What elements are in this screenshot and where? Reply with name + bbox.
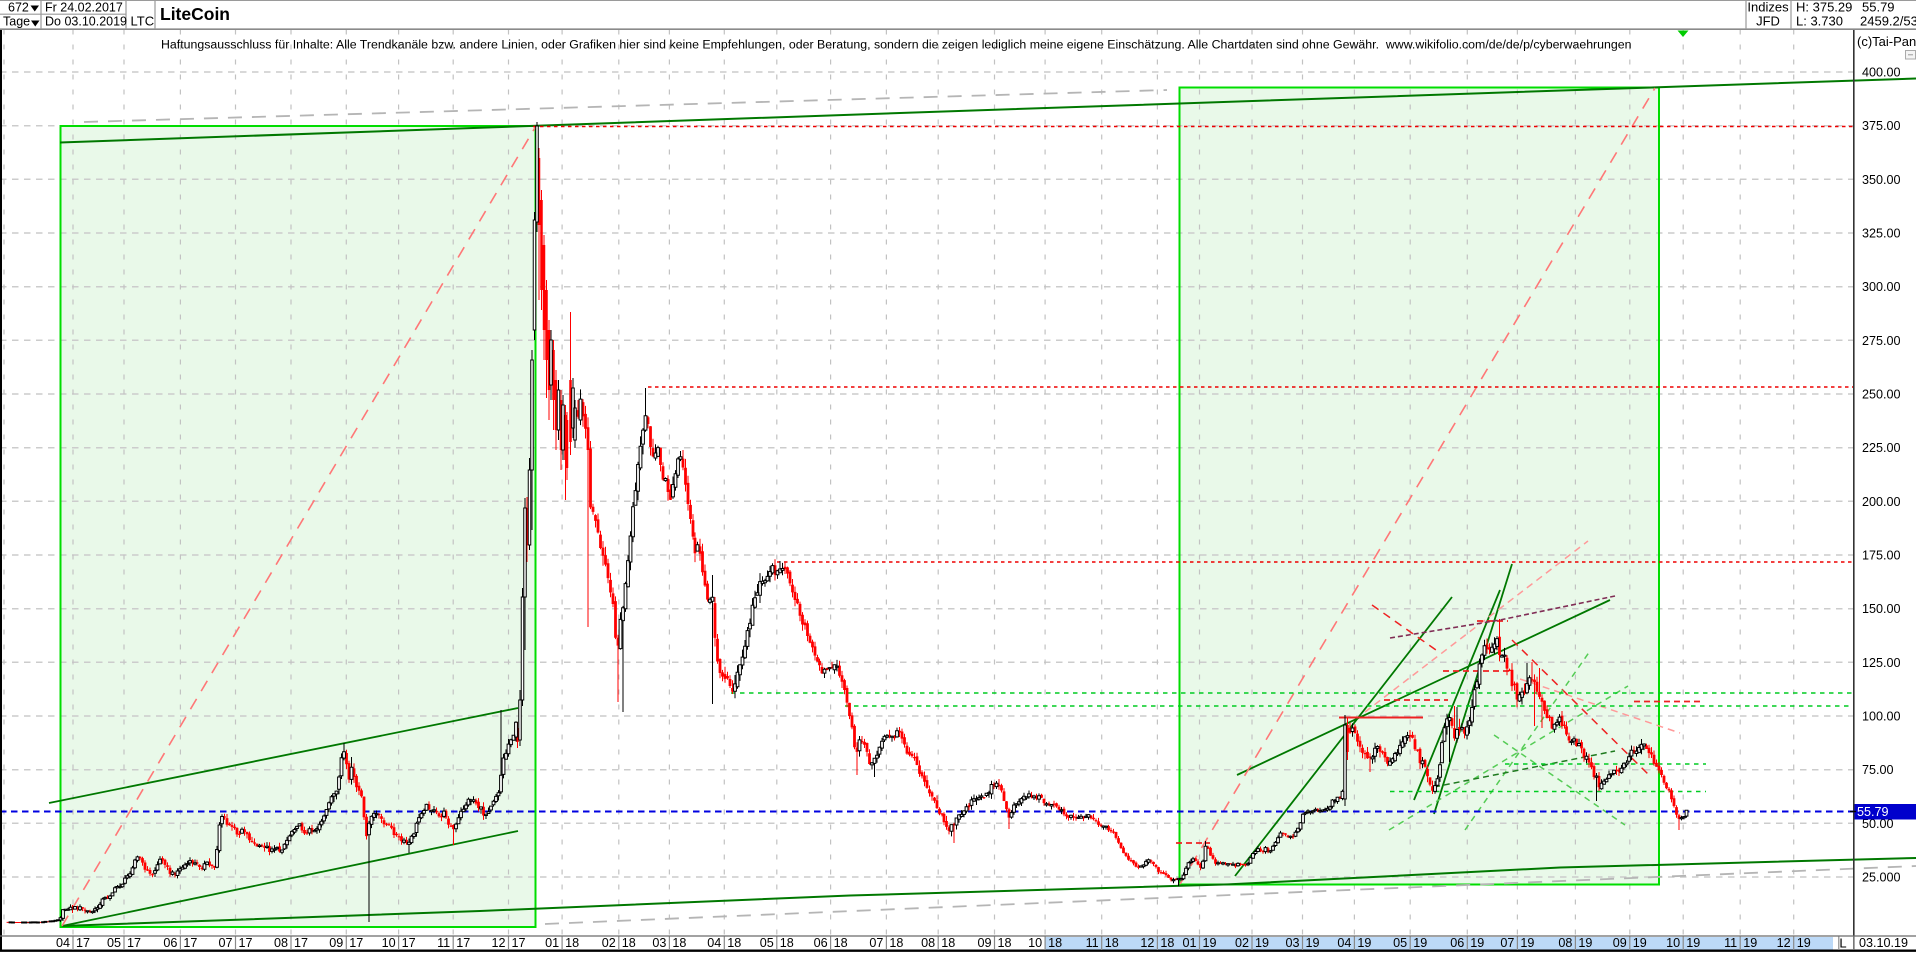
svg-text:01: 01: [1182, 936, 1196, 950]
svg-text:05: 05: [1393, 936, 1407, 950]
svg-text:(c)Tai-Pan: (c)Tai-Pan: [1857, 34, 1916, 49]
svg-text:175.00: 175.00: [1862, 549, 1901, 563]
svg-text:19: 19: [1357, 936, 1371, 950]
svg-text:18: 18: [672, 936, 686, 950]
svg-text:17: 17: [239, 936, 253, 950]
svg-text:Indizes: Indizes: [1747, 0, 1789, 15]
svg-text:09: 09: [1613, 936, 1627, 950]
svg-text:09: 09: [329, 936, 343, 950]
svg-text:18: 18: [727, 936, 741, 950]
svg-text:Haftungsausschluss für Inhalte: Haftungsausschluss für Inhalte: Alle Tre…: [161, 38, 1632, 52]
svg-text:19: 19: [1470, 936, 1484, 950]
svg-text:12: 12: [491, 936, 505, 950]
svg-text:250.00: 250.00: [1862, 388, 1901, 402]
svg-text:05: 05: [107, 936, 121, 950]
svg-text:11: 11: [437, 936, 450, 950]
svg-text:LTC: LTC: [131, 14, 155, 29]
svg-text:275.00: 275.00: [1862, 334, 1901, 348]
svg-text:04: 04: [1337, 936, 1351, 950]
svg-text:10: 10: [1666, 936, 1680, 950]
svg-text:08: 08: [1558, 936, 1572, 950]
svg-text:09: 09: [977, 936, 991, 950]
svg-text:75.00: 75.00: [1862, 763, 1894, 777]
svg-text:Fr 24.02.2017: Fr 24.02.2017: [45, 1, 123, 15]
svg-text:03: 03: [652, 936, 666, 950]
svg-text:18: 18: [1160, 936, 1174, 950]
svg-text:17: 17: [512, 936, 526, 950]
svg-text:17: 17: [76, 936, 90, 950]
svg-text:19: 19: [1520, 936, 1534, 950]
svg-text:150.00: 150.00: [1862, 602, 1901, 616]
svg-text:18: 18: [622, 936, 636, 950]
svg-text:19: 19: [1306, 936, 1320, 950]
svg-text:02: 02: [602, 936, 616, 950]
svg-text:18: 18: [834, 936, 848, 950]
svg-text:125.00: 125.00: [1862, 656, 1901, 670]
svg-text:06: 06: [1450, 936, 1464, 950]
svg-text:17: 17: [349, 936, 363, 950]
svg-text:19: 19: [1686, 936, 1700, 950]
svg-text:17: 17: [127, 936, 141, 950]
svg-text:H: 375.29: H: 375.29: [1796, 0, 1852, 15]
svg-text:19: 19: [1203, 936, 1217, 950]
svg-text:18: 18: [941, 936, 955, 950]
svg-text:19: 19: [1255, 936, 1269, 950]
svg-text:300.00: 300.00: [1862, 280, 1901, 294]
svg-text:01: 01: [545, 936, 559, 950]
svg-text:JFD: JFD: [1756, 14, 1780, 29]
svg-text:02: 02: [1235, 936, 1249, 950]
svg-text:18: 18: [1048, 936, 1062, 950]
svg-text:06: 06: [814, 936, 828, 950]
svg-text:18: 18: [1105, 936, 1119, 950]
svg-text:200.00: 200.00: [1862, 495, 1901, 509]
svg-text:03: 03: [1285, 936, 1299, 950]
svg-text:Do 03.10.2019: Do 03.10.2019: [45, 15, 127, 29]
svg-text:17: 17: [183, 936, 197, 950]
svg-text:07: 07: [218, 936, 232, 950]
svg-text:19: 19: [1797, 936, 1811, 950]
svg-text:25.000: 25.000: [1862, 871, 1901, 885]
svg-text:12: 12: [1777, 936, 1791, 950]
svg-text:04: 04: [56, 936, 70, 950]
svg-text:55.79: 55.79: [1857, 805, 1889, 819]
svg-text:18: 18: [998, 936, 1012, 950]
svg-text:18: 18: [889, 936, 903, 950]
svg-text:100.00: 100.00: [1862, 710, 1901, 724]
svg-text:17: 17: [402, 936, 416, 950]
svg-text:375.00: 375.00: [1862, 119, 1901, 133]
svg-text:19: 19: [1413, 936, 1427, 950]
svg-text:07: 07: [869, 936, 883, 950]
svg-text:08: 08: [274, 936, 288, 950]
svg-text:19: 19: [1633, 936, 1647, 950]
svg-text:07: 07: [1500, 936, 1514, 950]
svg-text:17: 17: [294, 936, 308, 950]
svg-text:04: 04: [707, 936, 721, 950]
svg-text:19: 19: [1578, 936, 1592, 950]
svg-text:L: 3.730: L: 3.730: [1796, 14, 1843, 29]
svg-text:225.00: 225.00: [1862, 441, 1901, 455]
svg-text:L: L: [1839, 936, 1846, 951]
svg-text:03.10.19: 03.10.19: [1859, 936, 1908, 950]
svg-text:10: 10: [1028, 936, 1042, 950]
svg-text:05: 05: [760, 936, 774, 950]
svg-text:350.00: 350.00: [1862, 173, 1901, 187]
svg-text:19: 19: [1743, 936, 1757, 950]
svg-text:400.00: 400.00: [1862, 66, 1901, 80]
svg-text:2459.2/53: 2459.2/53: [1860, 14, 1916, 29]
svg-text:672: 672: [8, 1, 29, 15]
svg-text:12: 12: [1140, 936, 1154, 950]
svg-text:18: 18: [780, 936, 794, 950]
svg-text:LiteCoin: LiteCoin: [160, 4, 230, 24]
svg-text:08: 08: [921, 936, 935, 950]
svg-text:11: 11: [1086, 936, 1099, 950]
svg-text:Tage: Tage: [3, 15, 30, 29]
svg-text:11: 11: [1724, 936, 1737, 950]
svg-text:17: 17: [456, 936, 470, 950]
svg-text:325.00: 325.00: [1862, 227, 1901, 241]
svg-text:10: 10: [382, 936, 396, 950]
svg-text:18: 18: [565, 936, 579, 950]
svg-text:06: 06: [163, 936, 177, 950]
svg-text:55.79: 55.79: [1862, 0, 1895, 15]
